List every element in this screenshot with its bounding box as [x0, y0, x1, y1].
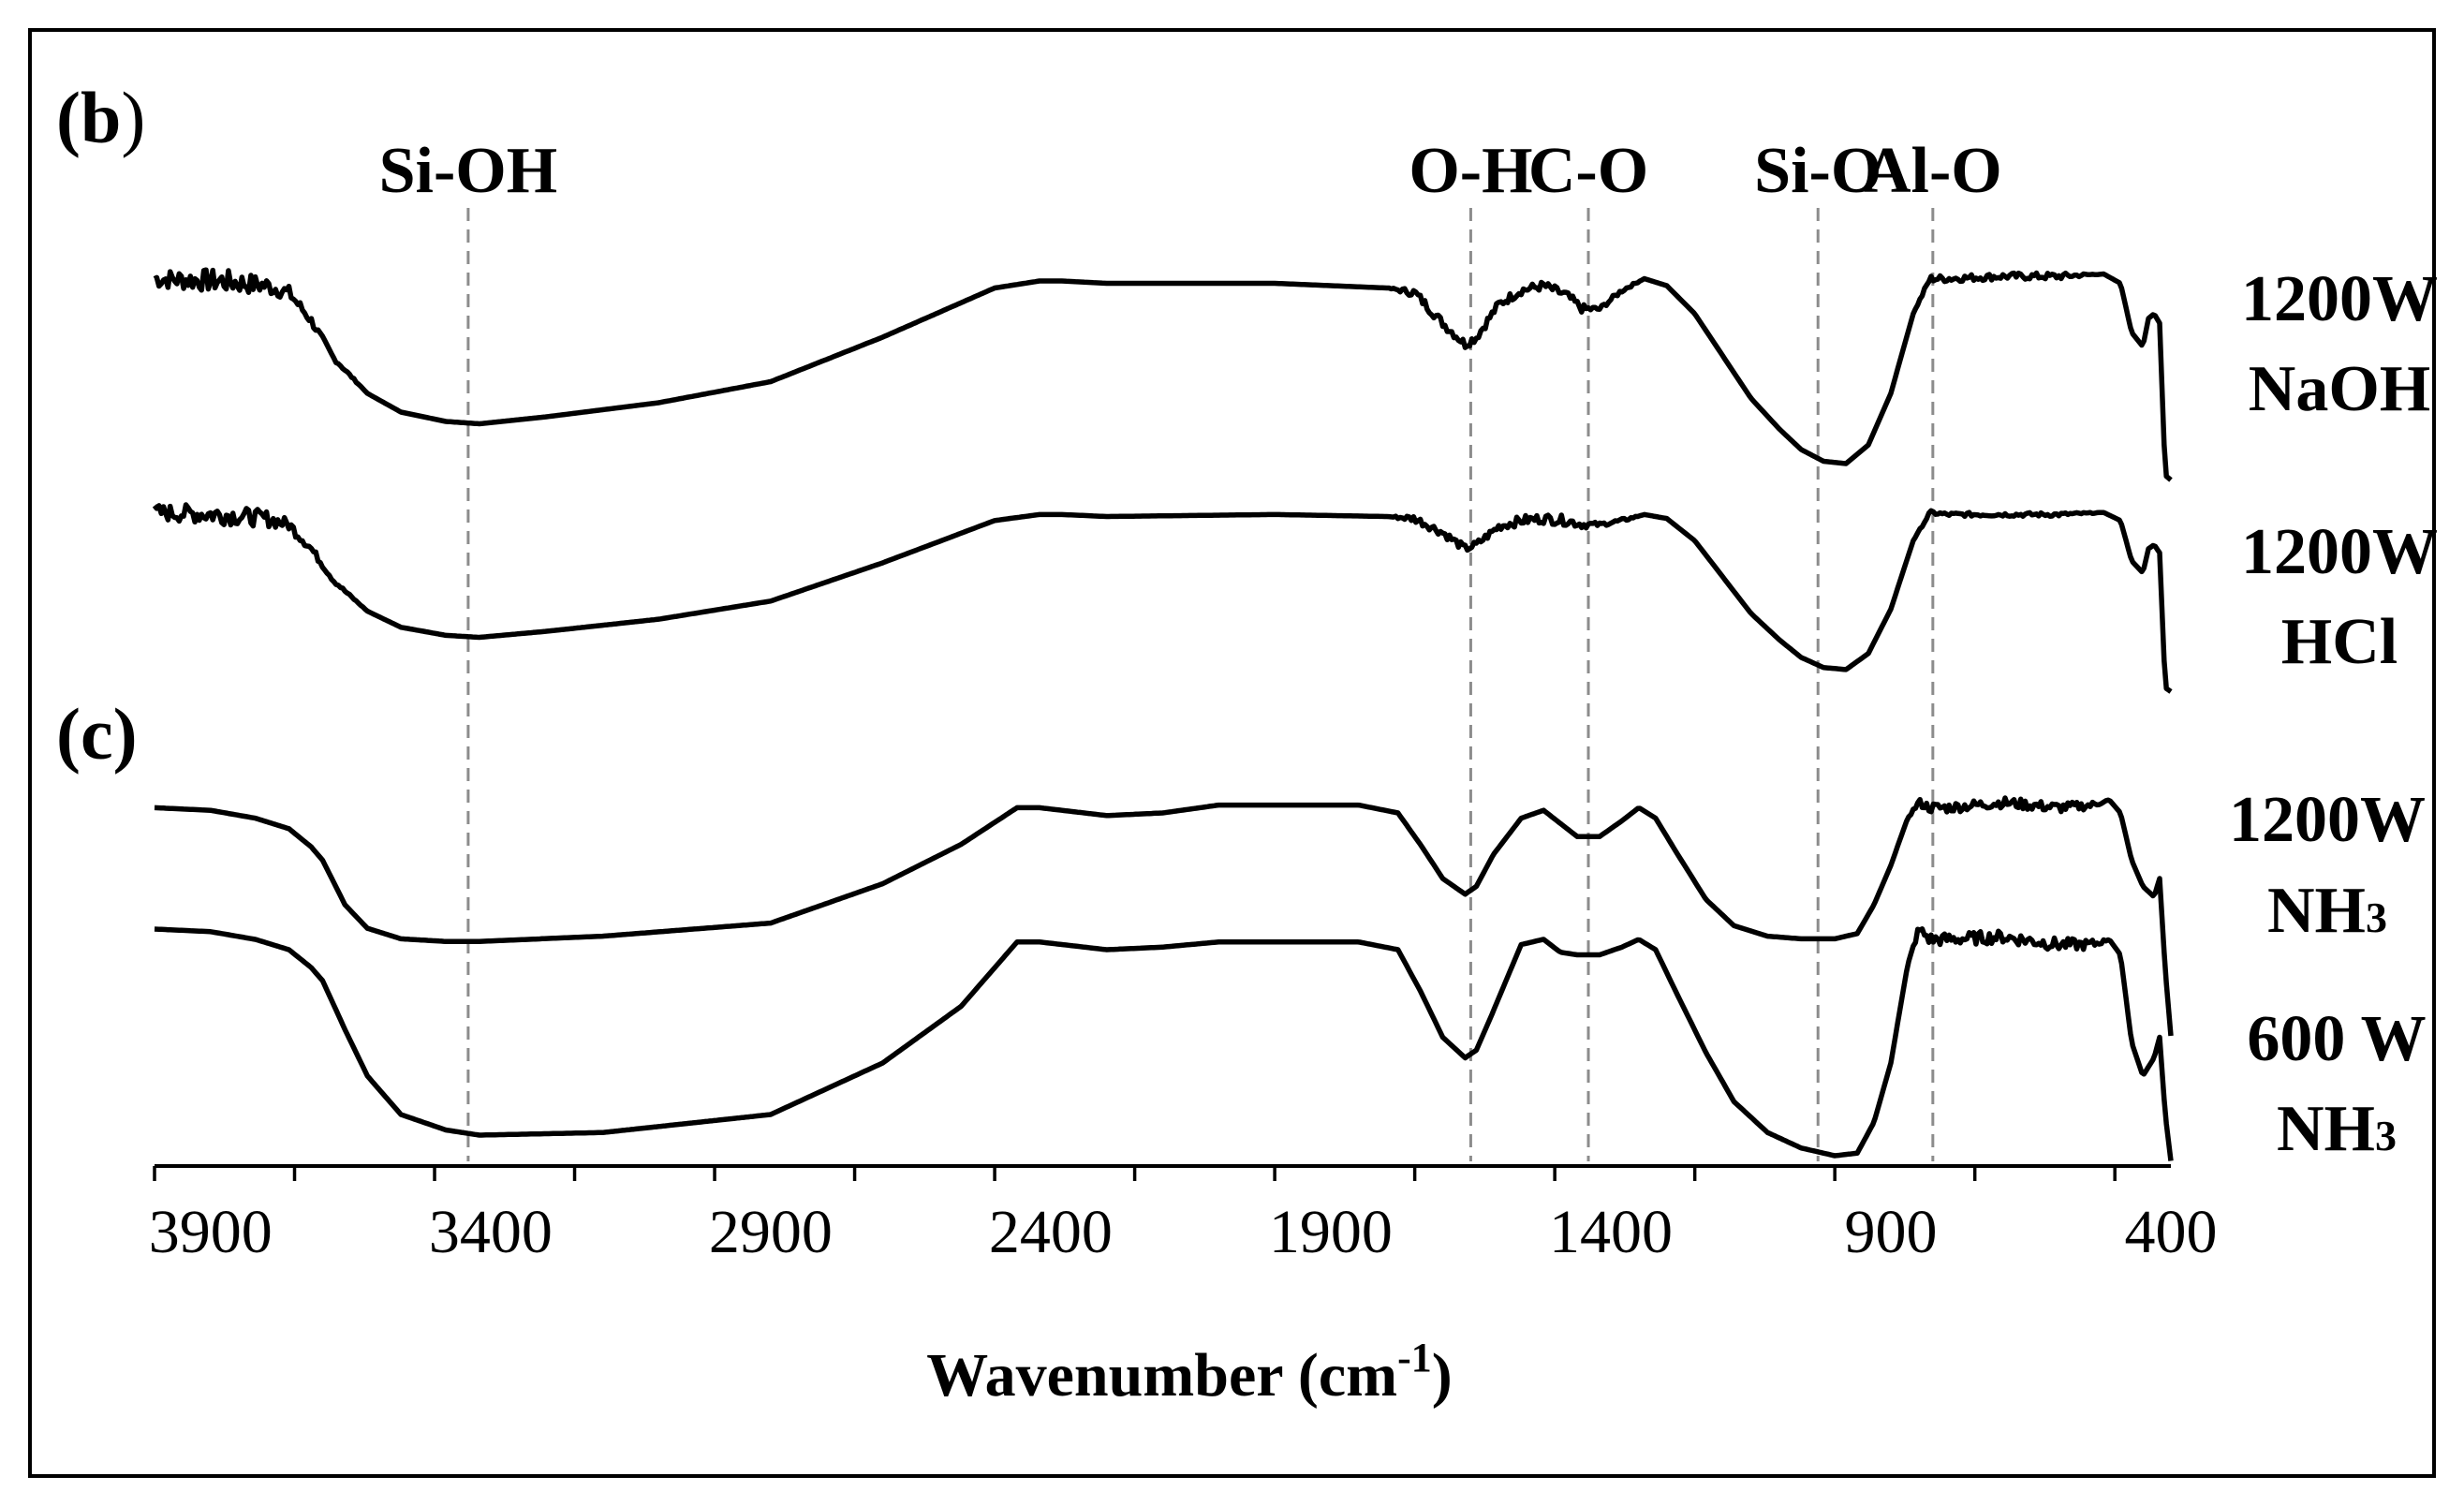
panel-label-b: (b) [56, 77, 145, 158]
x-axis-title: Wavenumber (cm-1) [926, 1335, 1453, 1410]
chart-labels: (b) (c) Wavenumber (cm-1) [56, 77, 1453, 1410]
spectrum-line [154, 795, 2174, 1037]
series-label-line1: 1200W [2241, 516, 2438, 588]
band-label: Al-O [1864, 135, 2002, 207]
x-tick-label: 2400 [989, 1198, 1113, 1266]
x-tick-label: 1400 [1549, 1198, 1673, 1266]
spectrum-line [153, 267, 2173, 482]
spectrum-line [152, 502, 2173, 694]
x-tick-label: 900 [1844, 1198, 1937, 1266]
panel-label-c: (c) [56, 693, 138, 775]
band-label: Si-OH [379, 135, 558, 207]
band-label: O-H [1409, 135, 1532, 207]
band-label: C-O [1528, 135, 1648, 207]
figure-frame [28, 28, 2436, 1478]
x-tick-label: 3400 [429, 1198, 553, 1266]
spectrum-line [154, 926, 2174, 1161]
x-tick-label: 400 [2125, 1198, 2218, 1266]
x-axis: 3900 3400 2900 2400 1900 1400 900 400 [149, 1164, 2218, 1266]
series-label-line1: 1200W [2229, 784, 2426, 856]
series-label-line1: 600 W [2247, 1003, 2426, 1075]
series-label-line2: HCl [2281, 606, 2398, 678]
band-guide-lines: Si-OH O-HC-O Si-OAl-O [379, 135, 2002, 1161]
x-tick-label: 3900 [149, 1198, 273, 1266]
series-label-line1: 1200W [2241, 263, 2438, 335]
series-label-line2: NH3 [2267, 875, 2387, 947]
series-label-line2: NaOH [2249, 353, 2430, 425]
series-label-line2: NH3 [2277, 1093, 2397, 1165]
spectra-lines: 1200W NaOH 1200W HCl 1200W NH3 600 W NH3 [152, 263, 2438, 1165]
x-tick-label: 2900 [709, 1198, 833, 1266]
x-tick-label: 1900 [1269, 1198, 1393, 1266]
band-label: Si-O [1754, 135, 1881, 207]
